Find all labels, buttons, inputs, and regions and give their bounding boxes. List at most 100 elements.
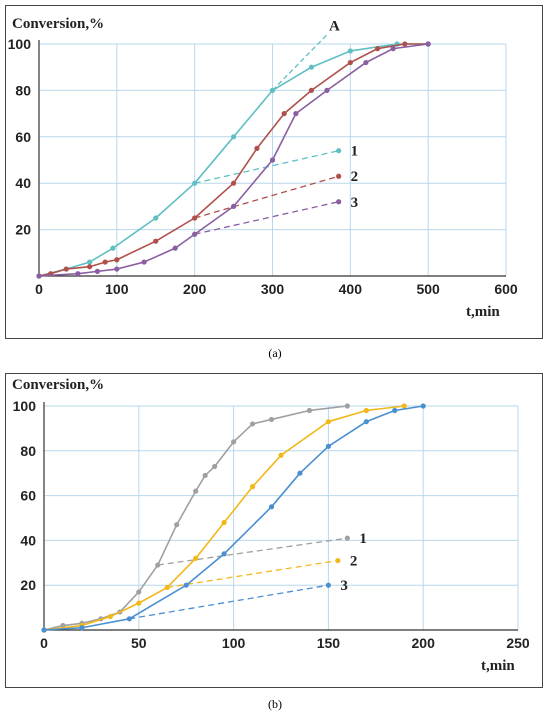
series-1-point — [155, 562, 161, 568]
series-2-point — [86, 264, 93, 270]
y-tick-label: 40 — [20, 532, 36, 548]
series-1-label: 1 — [359, 531, 367, 547]
series-3-tangent-point — [325, 582, 331, 588]
series-3-point — [141, 259, 147, 265]
x-tick-label: 600 — [494, 281, 518, 297]
chart-panel-b: 0 50 100 150 200 250 20 40 60 80 100 Conversion,% t,… — [5, 373, 543, 688]
series-3-point — [420, 403, 426, 409]
series-2-point — [193, 555, 199, 561]
series-1-point — [347, 48, 353, 54]
series-3-point — [114, 266, 120, 272]
series-3-point — [324, 87, 330, 93]
series-1-point — [86, 259, 93, 265]
series-2-point — [325, 419, 331, 425]
series-1-point — [230, 134, 237, 140]
series-2-point — [347, 59, 353, 66]
series-3-label: 3 — [351, 195, 359, 211]
x-axis-title: t,min — [466, 304, 500, 320]
series-3-line — [38, 43, 429, 277]
series-3-point — [392, 407, 398, 414]
annotation-line — [272, 34, 328, 91]
series-3-point — [293, 111, 299, 117]
series-1-line — [38, 43, 429, 277]
x-tick-label: 150 — [317, 635, 341, 651]
series-1-point — [174, 522, 180, 528]
series-1-point — [153, 215, 159, 221]
series-1: 1 — [41, 403, 367, 633]
x-tick-label: 250 — [506, 635, 530, 651]
series-3-point — [192, 231, 198, 237]
series-3-point — [269, 157, 276, 163]
series-2: 2 — [36, 41, 431, 279]
series-1-point — [110, 245, 116, 251]
caption-a: (a) — [268, 346, 282, 360]
series-2-point — [363, 407, 369, 414]
series-2-point — [136, 600, 142, 606]
series-3-point — [172, 245, 178, 251]
chart-panel-a: 0 100 200 300 400 500 600 20 40 60 80 100 Conversion… — [5, 5, 543, 339]
series-3-point — [79, 625, 85, 631]
series-1-point — [306, 407, 313, 414]
series-1-point — [212, 463, 218, 470]
series-1-tangent — [157, 537, 348, 566]
series-2-point — [401, 403, 407, 409]
x-tick-label: 300 — [261, 281, 285, 297]
series-3-point — [425, 41, 431, 47]
series-3-point — [363, 419, 369, 425]
series-3-point — [75, 271, 81, 277]
series-1-point — [193, 488, 199, 494]
x-tick-label: 500 — [416, 281, 440, 297]
annotation-label: A — [329, 19, 340, 35]
series-2-label: 2 — [350, 554, 358, 570]
x-tick-label: 100 — [105, 281, 129, 297]
series-1-point — [202, 472, 208, 479]
series-3-point — [230, 203, 237, 209]
series-2: 2 — [41, 403, 407, 633]
series-1-tangent-point — [336, 148, 342, 154]
series-3: 3 — [36, 41, 431, 279]
series-1-point — [192, 180, 198, 186]
series-2-point — [254, 145, 260, 151]
y-tick-label: 20 — [15, 222, 31, 238]
chart-b: 0 50 100 150 200 250 20 40 60 80 100 Conversion,% t,… — [12, 377, 530, 674]
x-axis-title: t,min — [481, 658, 515, 674]
series-1-point — [231, 439, 237, 445]
series-2-point — [281, 111, 287, 117]
series-3-tangent-point — [336, 199, 342, 205]
series-2-point — [114, 257, 120, 263]
x-tick-label: 200 — [412, 635, 436, 651]
series-3-point — [126, 616, 132, 622]
series-2-point — [192, 215, 198, 221]
series-3-point — [41, 627, 47, 633]
series-1-point — [136, 589, 142, 595]
series-3-point — [36, 273, 42, 279]
y-axis-title: Conversion,% — [12, 16, 104, 32]
y-tick-label: 40 — [15, 175, 31, 191]
x-tick-label: 100 — [222, 635, 246, 651]
y-tick-label: 60 — [15, 129, 31, 145]
x-tick-label: 400 — [339, 281, 363, 297]
series-2-point — [230, 180, 237, 186]
series-2-point — [153, 238, 159, 244]
series-2-point — [221, 519, 227, 526]
series-1-point — [344, 403, 350, 409]
series-1-tangent-point — [344, 535, 350, 541]
series-3-point — [390, 46, 396, 52]
y-tick-label: 60 — [20, 488, 36, 504]
caption-b: (b) — [268, 697, 282, 711]
series-3-tangent — [129, 584, 329, 620]
series-1-point — [308, 64, 315, 70]
series-1-point — [268, 416, 275, 423]
series-2-point — [63, 266, 69, 272]
series-2-point — [402, 41, 408, 47]
y-axis-title: Conversion,% — [12, 377, 104, 393]
series-3-point — [297, 470, 303, 476]
series-3-tangent — [194, 201, 339, 235]
y-tick-label: 100 — [13, 398, 37, 414]
series-2-tangent-point — [335, 557, 341, 564]
series-1-point — [269, 87, 276, 93]
x-tick-label: 200 — [183, 281, 207, 297]
series-2-point — [308, 87, 315, 93]
series-3-point — [183, 582, 189, 588]
chart-a: 0 100 200 300 400 500 600 20 40 60 80 100 Conversion… — [8, 16, 518, 320]
